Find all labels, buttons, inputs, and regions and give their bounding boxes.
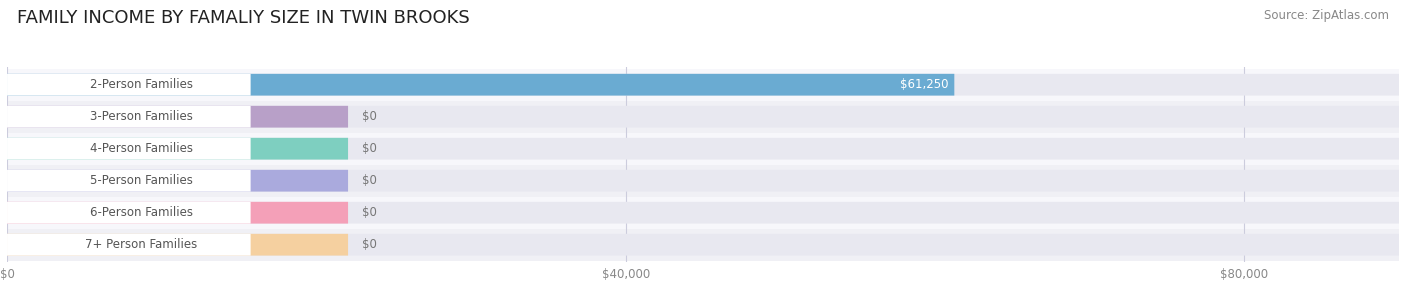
- FancyBboxPatch shape: [7, 138, 349, 160]
- Text: 7+ Person Families: 7+ Person Families: [84, 238, 197, 251]
- FancyBboxPatch shape: [7, 74, 1399, 95]
- FancyBboxPatch shape: [7, 74, 955, 95]
- FancyBboxPatch shape: [7, 202, 349, 224]
- FancyBboxPatch shape: [7, 170, 1399, 192]
- Bar: [7, 101, 1399, 133]
- Text: FAMILY INCOME BY FAMALIY SIZE IN TWIN BROOKS: FAMILY INCOME BY FAMALIY SIZE IN TWIN BR…: [17, 9, 470, 27]
- FancyBboxPatch shape: [7, 170, 250, 192]
- FancyBboxPatch shape: [7, 106, 250, 127]
- FancyBboxPatch shape: [7, 138, 250, 160]
- Bar: [7, 197, 1399, 229]
- Text: $0: $0: [361, 174, 377, 187]
- FancyBboxPatch shape: [7, 202, 1399, 224]
- FancyBboxPatch shape: [7, 234, 250, 256]
- FancyBboxPatch shape: [7, 106, 349, 127]
- Text: $0: $0: [361, 142, 377, 155]
- Bar: [7, 69, 1399, 101]
- FancyBboxPatch shape: [7, 138, 1399, 160]
- FancyBboxPatch shape: [7, 74, 250, 95]
- Text: $0: $0: [361, 238, 377, 251]
- Text: $0: $0: [361, 206, 377, 219]
- FancyBboxPatch shape: [7, 234, 1399, 256]
- Bar: [7, 133, 1399, 165]
- Text: $0: $0: [361, 110, 377, 123]
- Text: 6-Person Families: 6-Person Families: [90, 206, 193, 219]
- FancyBboxPatch shape: [7, 170, 349, 192]
- Text: Source: ZipAtlas.com: Source: ZipAtlas.com: [1264, 9, 1389, 22]
- Text: $61,250: $61,250: [900, 78, 949, 91]
- Text: 4-Person Families: 4-Person Families: [90, 142, 193, 155]
- Text: 2-Person Families: 2-Person Families: [90, 78, 193, 91]
- Text: 3-Person Families: 3-Person Families: [90, 110, 193, 123]
- FancyBboxPatch shape: [7, 106, 1399, 127]
- Bar: [7, 165, 1399, 197]
- FancyBboxPatch shape: [7, 234, 349, 256]
- FancyBboxPatch shape: [7, 202, 250, 224]
- Bar: [7, 229, 1399, 261]
- Text: 5-Person Families: 5-Person Families: [90, 174, 193, 187]
